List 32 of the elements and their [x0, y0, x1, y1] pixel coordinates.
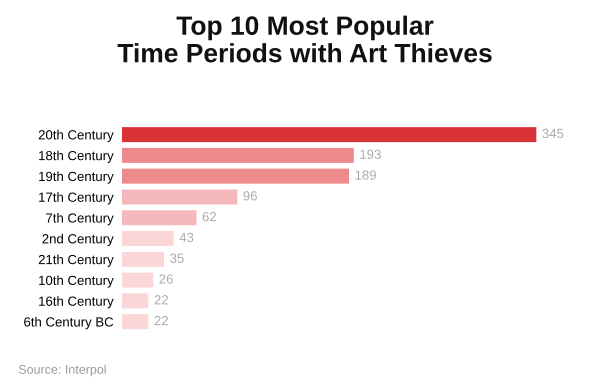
y-tick-label: 18th Century — [39, 150, 114, 163]
y-tick-label: 7th Century — [46, 212, 114, 226]
data-label: 35 — [170, 254, 184, 263]
bar — [122, 293, 148, 308]
data-label: 189 — [356, 170, 376, 180]
bar — [122, 127, 536, 142]
data-label: 43 — [180, 232, 194, 242]
bar — [122, 210, 196, 226]
data-label: 345 — [542, 128, 564, 138]
bar — [122, 231, 174, 246]
bar — [122, 189, 238, 204]
y-tick-label: 19th Century — [39, 171, 114, 184]
y-tick-label: 20th Century — [38, 130, 114, 142]
bar — [122, 272, 154, 288]
data-label: 22 — [154, 316, 168, 326]
y-tick-label: 2nd Century — [42, 234, 114, 246]
data-label: 96 — [243, 191, 257, 201]
bar — [122, 148, 354, 163]
y-tick-label: 16th Century — [39, 296, 114, 308]
chart-title: Top 10 Most Popular Time Periods with Art Thieves — [118, 16, 492, 62]
source-note: Source: Interpol — [18, 364, 106, 376]
data-label: 193 — [360, 150, 381, 159]
bar — [122, 314, 148, 330]
data-label: 62 — [202, 212, 216, 222]
y-tick-label: 17th Century — [39, 192, 114, 204]
bar — [122, 168, 349, 184]
y-tick-label: 21th Century — [38, 254, 114, 267]
y-tick-label: 6th Century BC — [24, 316, 114, 330]
data-label: 26 — [159, 274, 173, 284]
data-label: 22 — [154, 295, 168, 304]
y-tick-label: 10th Century — [39, 275, 114, 288]
bar — [122, 252, 164, 267]
